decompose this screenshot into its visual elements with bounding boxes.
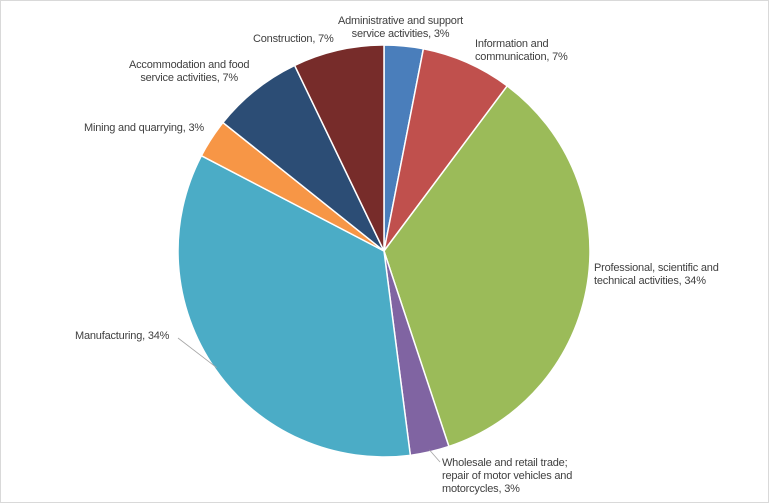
label-mining: Mining and quarrying, 3%: [84, 122, 204, 134]
label-manufacturing: Manufacturing, 34%: [75, 330, 170, 342]
label-construction: Construction, 7%: [253, 33, 334, 45]
pie-slice-7: [293, 44, 385, 252]
label-wholesale: Wholesale and retail trade; repair of mo…: [442, 457, 573, 495]
pie-slices: [177, 44, 591, 458]
label-information: Information and communication, 7%: [475, 38, 568, 63]
label-professional: Professional, scientific and technical a…: [594, 262, 719, 287]
leader-line-4: [177, 337, 217, 369]
leader-line-3: [429, 449, 441, 463]
pie-slice-4: [177, 154, 412, 458]
leader-lines: [177, 337, 441, 463]
label-accommodation: Accommodation and food service activitie…: [129, 59, 250, 84]
label-administrative: Administrative and support service activ…: [338, 15, 464, 40]
pie-slice-2: [383, 84, 591, 448]
